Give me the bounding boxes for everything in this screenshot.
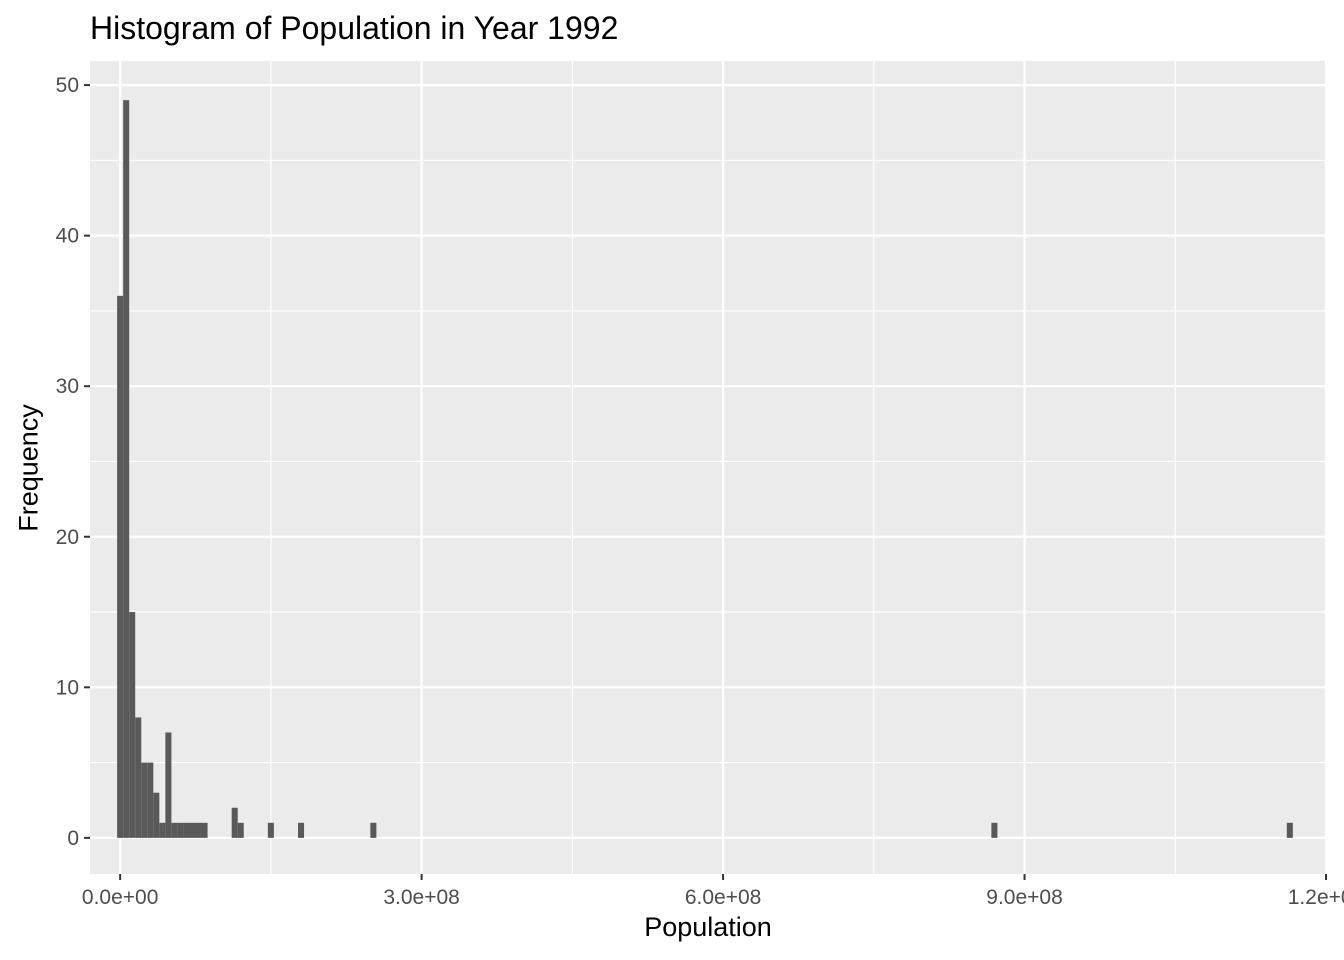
histogram-bar bbox=[267, 822, 274, 838]
x-tick-label: 9.0e+08 bbox=[986, 886, 1063, 909]
histogram-bar bbox=[147, 762, 154, 838]
y-tick-label: 40 bbox=[56, 225, 79, 248]
histogram-bar bbox=[195, 822, 202, 838]
y-tick-label: 10 bbox=[56, 676, 79, 699]
histogram-bar bbox=[177, 822, 184, 838]
histogram-bar bbox=[159, 822, 166, 838]
chart-title: Histogram of Population in Year 1992 bbox=[90, 10, 619, 46]
histogram-bar bbox=[991, 822, 998, 838]
histogram-bar bbox=[189, 822, 196, 838]
x-tick-label: 3.0e+08 bbox=[383, 886, 460, 909]
histogram-bar bbox=[117, 295, 124, 838]
y-tick-label: 20 bbox=[56, 526, 79, 549]
x-axis-label: Population bbox=[644, 912, 772, 942]
histogram-bar bbox=[298, 822, 305, 838]
y-tick-label: 0 bbox=[67, 827, 79, 850]
y-tick-label: 30 bbox=[56, 375, 79, 398]
histogram-bar bbox=[231, 807, 238, 838]
histogram-bar bbox=[141, 762, 148, 838]
y-tick-label: 50 bbox=[56, 74, 79, 97]
histogram-bar bbox=[183, 822, 190, 838]
histogram-bar bbox=[135, 717, 142, 838]
histogram-bar bbox=[123, 100, 130, 838]
plot-panel bbox=[90, 61, 1326, 874]
histogram-bar bbox=[237, 822, 244, 838]
x-tick-label: 0.0e+00 bbox=[82, 886, 159, 909]
histogram-bar bbox=[201, 822, 208, 838]
histogram-bar bbox=[171, 822, 178, 838]
histogram-bar bbox=[165, 732, 172, 838]
x-tick-label: 6.0e+08 bbox=[685, 886, 762, 909]
x-tick-label: 1.2e+09 bbox=[1288, 886, 1344, 909]
histogram-bar bbox=[1286, 822, 1293, 838]
y-axis-label: Frequency bbox=[13, 404, 44, 532]
histogram-bar bbox=[153, 792, 160, 838]
histogram-bar bbox=[129, 612, 136, 838]
histogram-bar bbox=[370, 822, 377, 838]
